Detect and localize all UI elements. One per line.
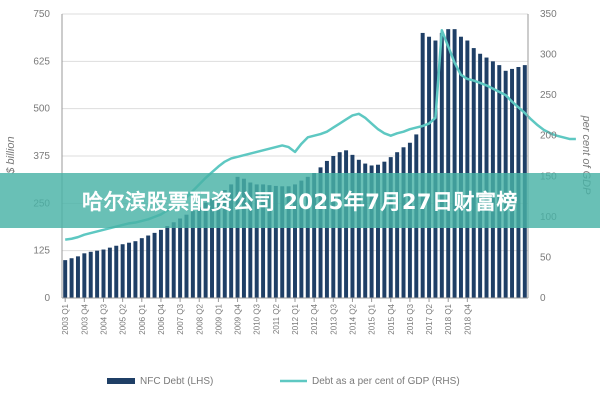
x-tick-label: 2006 Q4 [157,303,166,334]
bar [356,159,361,298]
bar [318,167,323,298]
bar [107,247,112,298]
bar [312,173,317,298]
bar [363,163,368,298]
right-tick-label: 50 [540,252,552,263]
left-axis-ticks: 0125250375500625750 [33,9,50,304]
bar [210,198,214,298]
x-tick-label: 2012 Q4 [310,303,319,334]
bar [229,184,234,298]
x-tick-label: 2017 Q2 [425,303,434,334]
left-axis-label: $ billion [5,136,17,174]
bar [190,210,195,298]
x-tick-label: 2007 Q3 [176,303,185,334]
bar [178,218,183,298]
bar [222,190,227,298]
left-tick-label: 750 [33,9,50,20]
x-tick-label: 2018 Q4 [463,303,472,334]
bar [452,29,457,299]
bar [235,176,240,298]
bar [88,251,93,298]
left-tick-label: 500 [33,104,50,115]
right-tick-label: 350 [540,9,557,20]
x-tick-label: 2003 Q1 [61,303,70,334]
x-tick-label: 2009 Q1 [214,303,223,334]
bar [280,186,285,298]
left-tick-label: 125 [33,246,50,257]
x-tick-label: 2012 Q1 [291,303,300,334]
bar [114,245,119,298]
x-tick-label: 2014 Q2 [348,303,357,334]
bar [293,184,297,298]
right-tick-label: 200 [540,131,557,142]
x-tick-label: 2015 Q4 [387,303,396,334]
right-tick-label: 300 [540,50,557,61]
bar [248,182,253,298]
bar [273,185,278,298]
bar [203,202,208,298]
bar [82,253,87,298]
x-tick-label: 2009 Q4 [234,303,243,334]
bar [197,207,202,298]
left-tick-label: 625 [33,56,50,67]
bar [382,161,387,298]
x-axis-ticks: 2003 Q1 2003 Q4 2004 Q3 2005 Q2 2006 Q1 2006 … [61,298,472,335]
x-tick-label: 2006 Q1 [138,303,147,334]
bar [420,32,425,299]
bar [133,241,138,298]
x-tick-label: 2016 Q3 [406,303,415,334]
left-tick-label: 0 [44,293,50,304]
bar [267,185,272,298]
bar [171,222,176,298]
bar [465,40,470,298]
x-tick-label: 2018 Q1 [444,303,453,334]
legend-label-line: Debt as a per cent of GDP (RHS) [312,376,460,387]
banner: 哈尔滨股票配资公司 2025年7月27日财富榜 [0,173,600,228]
legend-label-bars: NFC Debt (LHS) [140,376,213,387]
bar [305,176,310,298]
bar [184,214,189,298]
bar [324,160,329,298]
bar [254,184,259,298]
bar [446,29,451,299]
legend: NFC Debt (LHS) Debt as a per cent of GDP… [107,376,460,387]
bar [286,186,291,298]
bar [216,193,221,298]
x-tick-label: 2013 Q3 [329,303,338,334]
x-tick-label: 2005 Q2 [119,303,128,334]
bar [299,180,304,298]
bar [63,260,68,298]
x-tick-label: 2004 Q3 [99,303,108,334]
x-tick-label: 2008 Q2 [195,303,204,334]
bar [139,238,144,298]
x-tick-label: 2011 Q2 [272,303,281,334]
bar [75,256,80,298]
banner-text: 哈尔滨股票配资公司 2025年7月27日财富榜 [81,189,519,214]
bar [95,250,100,298]
right-tick-label: 0 [540,293,546,304]
bar [241,178,246,298]
bar [101,249,106,298]
bar [127,242,132,298]
bar [146,235,151,298]
bar [458,36,463,298]
bar [158,229,163,298]
bar [261,184,266,298]
bar [120,244,125,298]
right-axis-ticks: 050100150200250300350 [540,9,557,304]
bar [152,232,157,298]
left-tick-label: 375 [33,151,50,162]
legend-swatch-bars [107,378,135,384]
bar [369,165,374,298]
bar [376,164,380,298]
x-tick-label: 2003 Q4 [80,303,89,334]
bar [165,226,170,298]
bar [427,36,432,298]
right-tick-label: 250 [540,90,557,101]
x-tick-label: 2015 Q1 [368,303,377,334]
bar [439,32,444,299]
bar [433,40,438,298]
bar [69,258,74,298]
x-tick-label: 2010 Q3 [253,303,262,334]
